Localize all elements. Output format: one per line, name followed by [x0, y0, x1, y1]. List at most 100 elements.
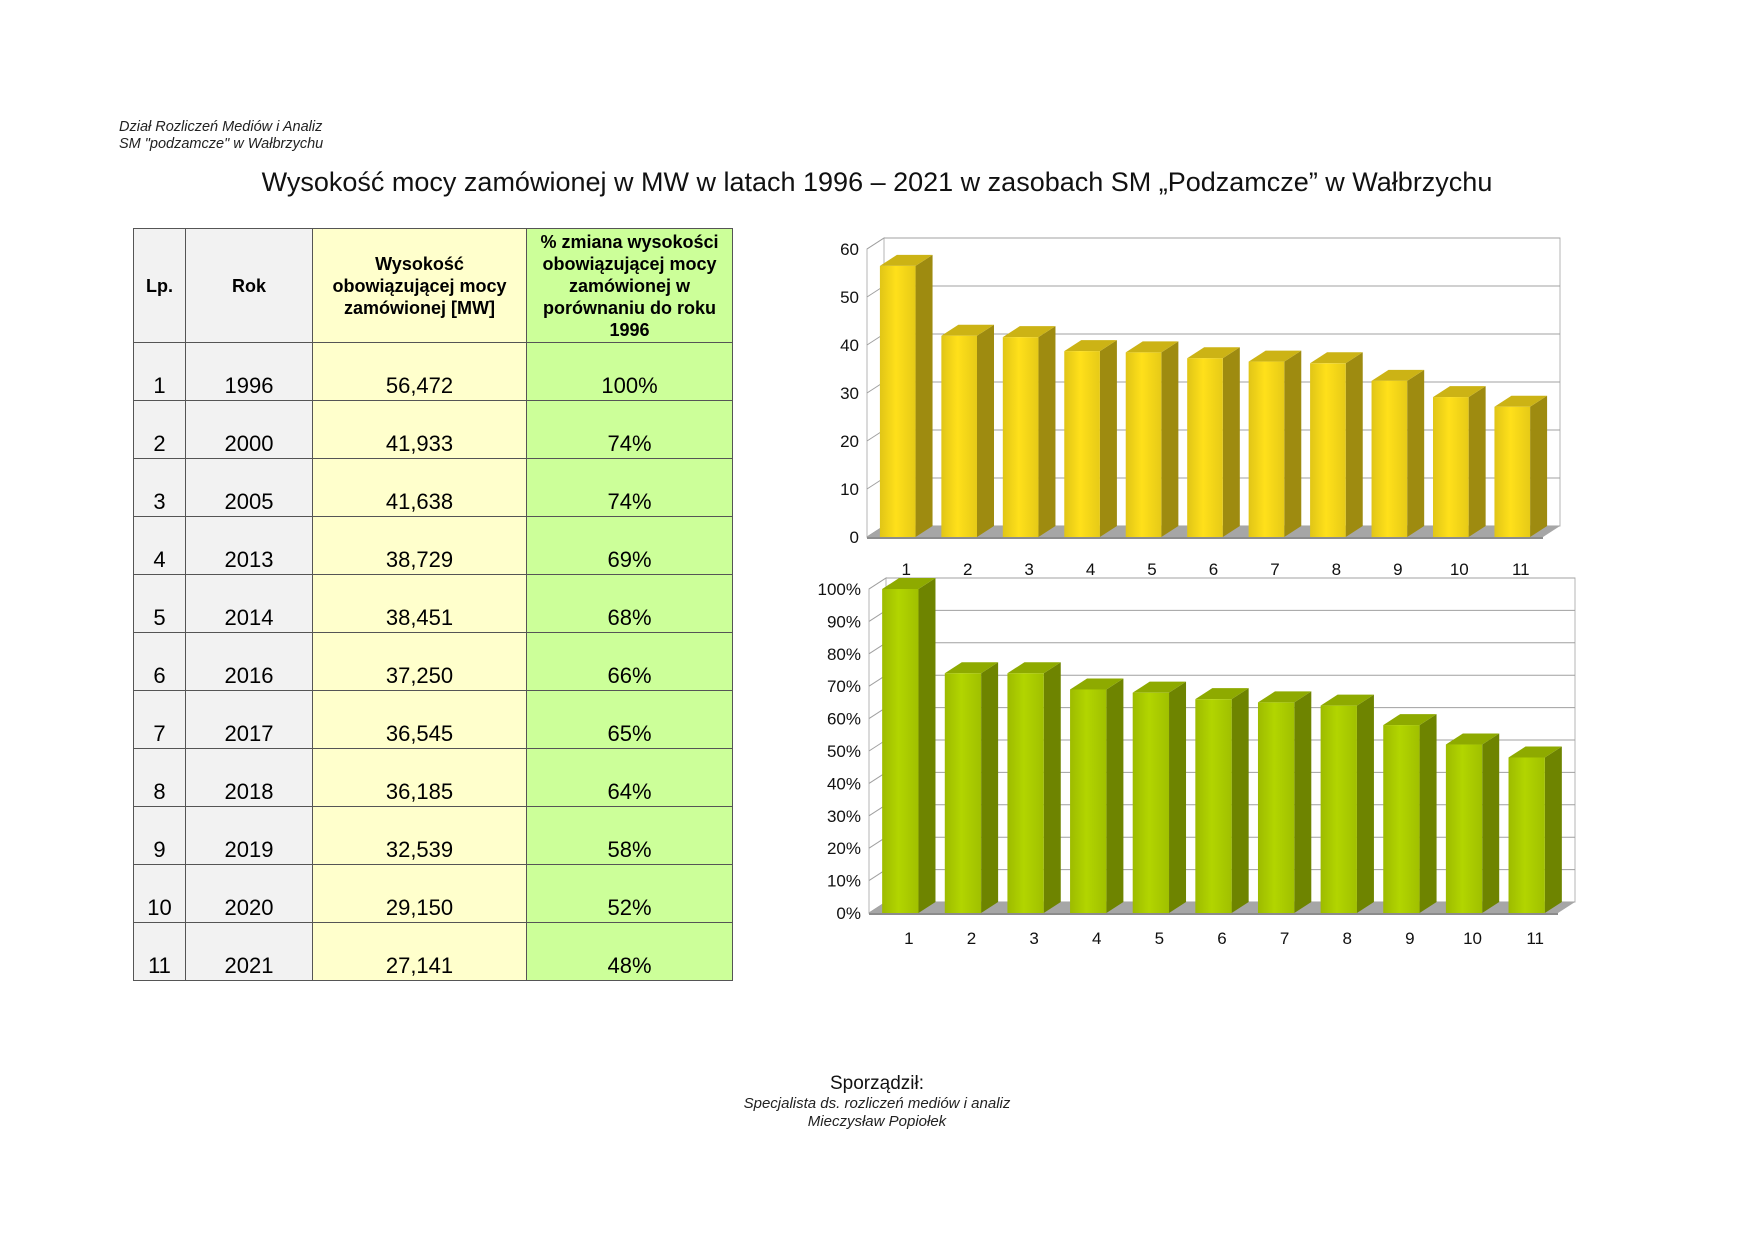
x-tick-label: 10 — [1450, 560, 1469, 575]
cell-moc: 38,729 — [312, 516, 527, 575]
department-header: Dział Rozliczeń Mediów i Analiz SM "podz… — [119, 119, 323, 153]
cell-zmiana: 74% — [526, 458, 733, 517]
cell-rok: 1996 — [185, 342, 313, 401]
bar-side — [1284, 350, 1302, 537]
bar-front — [1132, 692, 1170, 913]
chart-floor-edge — [867, 537, 1543, 539]
bar — [1132, 681, 1187, 913]
cell-zmiana: 52% — [526, 864, 733, 923]
table-row: 7 2017 36,545 65% — [133, 690, 733, 749]
x-tick-label: 9 — [1405, 929, 1414, 948]
header-rok: Rok — [185, 228, 313, 343]
x-tick-label: 9 — [1393, 560, 1402, 575]
x-tick-label: 7 — [1270, 560, 1279, 575]
y-tick-label: 30% — [827, 807, 861, 826]
bar-front — [1248, 361, 1285, 537]
page-title: Wysokość mocy zamówionej w MW w latach 1… — [261, 167, 1493, 197]
bar-front — [1371, 380, 1408, 537]
cell-moc: 38,451 — [312, 574, 527, 633]
bar-top — [1125, 341, 1179, 353]
cell-lp: 10 — [133, 864, 186, 923]
table-row: 6 2016 37,250 66% — [133, 632, 733, 691]
x-tick-label: 11 — [1526, 929, 1544, 948]
bar-front — [1383, 725, 1420, 913]
bar-side — [1544, 746, 1562, 913]
chart-floor-edge — [869, 913, 1558, 915]
bar-front — [1508, 757, 1545, 913]
table-row: 2 2000 41,933 74% — [133, 400, 733, 459]
header-zmiana: % zmiana wysokości obowiązującej mocy za… — [526, 228, 733, 343]
percent-bar-chart: 0% 10% 20% 30% 40% 50% 60% 70% 80% 90% 100% 1 2 3 4 5 6 7… — [818, 577, 1576, 948]
cell-zmiana: 69% — [526, 516, 733, 575]
bar-side — [1356, 694, 1374, 913]
x-tick-label: 4 — [1092, 929, 1101, 948]
y-tick-label: 20% — [827, 839, 861, 858]
y-tick-label: 70% — [827, 677, 861, 696]
cell-rok: 2000 — [185, 400, 313, 459]
x-tick-label: 6 — [1209, 560, 1218, 575]
x-tick-label: 2 — [967, 929, 976, 948]
cell-zmiana: 74% — [526, 400, 733, 459]
x-tick-label: 1 — [904, 929, 913, 948]
cell-rok: 2016 — [185, 632, 313, 691]
x-tick-label: 8 — [1332, 560, 1341, 575]
bar-front — [1432, 397, 1469, 537]
y-tick-label: 50% — [827, 742, 861, 761]
bar-front — [1070, 689, 1107, 913]
bar-side — [977, 324, 995, 537]
bar-side — [915, 254, 933, 538]
bar-side — [1407, 369, 1425, 537]
cell-moc: 27,141 — [312, 922, 527, 981]
cell-lp: 5 — [133, 574, 186, 633]
x-tick-label: 5 — [1147, 560, 1156, 575]
x-tick-label: 2 — [963, 560, 972, 575]
cell-lp: 2 — [133, 400, 186, 459]
bar-side — [1482, 733, 1500, 913]
bar-front — [941, 335, 978, 537]
y-tick-label: 10 — [840, 480, 859, 499]
bar-top — [1064, 340, 1117, 352]
table-row: 11 2021 27,141 48% — [133, 922, 733, 981]
cell-zmiana: 65% — [526, 690, 733, 749]
x-tick-label: 3 — [1029, 929, 1038, 948]
x-tick-label: 11 — [1512, 560, 1530, 575]
bar-top — [941, 324, 995, 336]
y-tick-label: 100% — [818, 580, 861, 599]
cell-lp: 8 — [133, 748, 186, 807]
bar-front — [944, 673, 982, 913]
cell-lp: 4 — [133, 516, 186, 575]
cell-rok: 2019 — [185, 806, 313, 865]
bar-front — [1125, 352, 1162, 537]
bar-front — [1494, 406, 1531, 537]
bar-front — [1002, 337, 1039, 537]
cell-rok: 2018 — [185, 748, 313, 807]
cell-zmiana: 48% — [526, 922, 733, 981]
cell-rok: 2020 — [185, 864, 313, 923]
footer: Sporządził: Specjalista ds. rozliczeń me… — [0, 1073, 1754, 1131]
bar — [1195, 688, 1249, 913]
cooperative-name: SM "podzamcze" w Wałbrzychu — [119, 136, 324, 152]
y-tick-label: 0% — [836, 904, 861, 923]
cell-lp: 1 — [133, 342, 186, 401]
bar-top — [1002, 326, 1056, 338]
bar-side — [1294, 691, 1312, 913]
bar-front — [1007, 673, 1044, 913]
bar — [1187, 347, 1240, 537]
department-name: Dział Rozliczeń Mediów i Analiz — [119, 119, 323, 135]
bar — [882, 578, 936, 913]
prepared-by-label: Sporządził: — [830, 1073, 924, 1094]
y-tick-label: 40% — [827, 774, 861, 793]
y-tick-label: 60 — [840, 240, 859, 259]
y-tick-label: 10% — [827, 872, 861, 891]
bar-top — [1494, 395, 1548, 407]
bar-front — [1195, 699, 1232, 913]
bar — [1494, 395, 1548, 537]
bar — [1432, 386, 1486, 537]
cell-moc: 56,472 — [312, 342, 527, 401]
bar-top — [1070, 678, 1124, 690]
bar — [941, 324, 995, 537]
bar-front — [1187, 358, 1223, 537]
bar — [1508, 746, 1562, 913]
bar-side — [1419, 714, 1437, 913]
bar-side — [1468, 386, 1486, 537]
